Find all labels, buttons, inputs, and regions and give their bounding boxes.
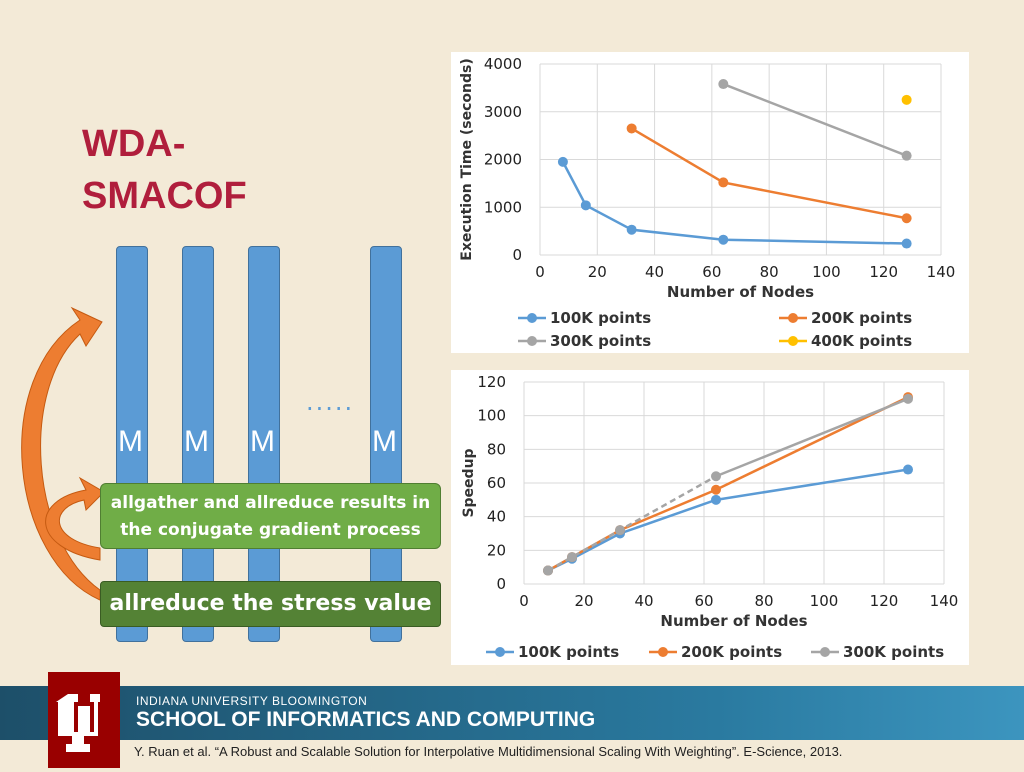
x-tick-label: 60 (694, 592, 713, 610)
x-tick-label: 100 (810, 592, 839, 610)
x-tick-label: 40 (634, 592, 653, 610)
speedup-chart: 0 20 40 60 80 100 120 140 0 20 40 60 80 100 120 Number … (451, 370, 969, 665)
data-point (718, 79, 729, 90)
data-point (615, 525, 625, 536)
x-axis-title: Number of Nodes (667, 283, 814, 301)
allgather-line-1: allgather and allreduce results in (110, 493, 431, 513)
y-axis-title: Speedup (461, 448, 477, 517)
mapper-label-1: M (118, 425, 143, 458)
y-tick-label: 0 (512, 246, 522, 264)
legend-marker (527, 313, 537, 323)
data-point (901, 150, 912, 161)
mapper-label-3: M (250, 425, 275, 458)
data-point (901, 94, 912, 105)
mapper-label-4: M (372, 425, 397, 458)
allgather-box: allgather and allreduce results in the c… (100, 483, 441, 549)
mapper-bar-4 (370, 246, 402, 642)
data-point (567, 552, 577, 563)
data-point (718, 234, 729, 245)
y-tick-label: 1000 (484, 198, 522, 216)
x-tick-label: 120 (870, 592, 899, 610)
data-point (711, 494, 721, 505)
footer-bar (0, 686, 1024, 740)
x-tick-label: 40 (645, 263, 664, 281)
execution-time-svg: 0 20 40 60 80 100 120 140 0 1000 2000 3000 4000 Numbe… (459, 55, 956, 350)
x-tick-label: 140 (930, 592, 959, 610)
mapper-bar-3 (248, 246, 280, 642)
legend-marker (788, 336, 798, 346)
legend-label: 400K points (811, 332, 912, 350)
x-tick-label: 20 (588, 263, 607, 281)
title-line-2: SMACOF (82, 175, 247, 217)
series-line (547, 475, 717, 572)
legend-marker (788, 313, 798, 323)
execution-time-chart: 0 20 40 60 80 100 120 140 0 1000 2000 3000 4000 Numbe… (451, 52, 969, 353)
data-point (711, 471, 721, 482)
legend-label: 200K points (681, 643, 782, 661)
school-name: SCHOOL OF INFORMATICS AND COMPUTING (136, 708, 596, 731)
legend-marker (495, 647, 505, 657)
series-line (547, 396, 909, 572)
y-tick-label: 20 (487, 541, 506, 559)
legend-label: 300K points (843, 643, 944, 661)
data-point (903, 393, 913, 404)
legend-marker (820, 647, 830, 657)
iu-logo (48, 672, 120, 768)
data-point (557, 156, 568, 167)
y-tick-label: 60 (487, 474, 506, 492)
title-line-1: WDA- (82, 123, 186, 165)
x-tick-label: 140 (927, 263, 956, 281)
mapper-bar-1 (116, 246, 148, 642)
y-tick-label: 40 (487, 508, 506, 526)
small-curved-arrow (45, 476, 105, 561)
x-axis-title: Number of Nodes (660, 612, 807, 630)
x-tick-label: 20 (574, 592, 593, 610)
mapper-label-2: M (184, 425, 209, 458)
ellipsis-dots: ..... (306, 388, 355, 416)
data-point (903, 464, 913, 475)
x-tick-label: 60 (702, 263, 721, 281)
legend-marker (527, 336, 537, 346)
x-tick-label: 80 (760, 263, 779, 281)
data-point (901, 238, 912, 249)
allgather-line-2: the conjugate gradient process (120, 520, 421, 540)
university-name: INDIANA UNIVERSITY BLOOMINGTON (136, 694, 368, 708)
citation: Y. Ruan et al. “A Robust and Scalable So… (134, 744, 843, 759)
legend-label: 300K points (550, 332, 651, 350)
data-point (626, 224, 637, 235)
speedup-svg: 0 20 40 60 80 100 120 140 0 20 40 60 80 100 120 Number … (461, 373, 959, 661)
y-tick-label: 4000 (484, 55, 522, 73)
legend-label: 200K points (811, 309, 912, 327)
y-tick-label: 0 (496, 575, 506, 593)
y-axis-title: Execution Time (seconds) (459, 58, 475, 260)
x-tick-label: 0 (535, 263, 545, 281)
data-point (718, 177, 729, 188)
data-point (543, 565, 553, 576)
trident-icon (56, 694, 100, 752)
x-tick-label: 80 (754, 592, 773, 610)
y-tick-label: 120 (477, 373, 506, 391)
y-tick-label: 80 (487, 440, 506, 458)
x-tick-label: 0 (519, 592, 529, 610)
series-line (722, 82, 908, 157)
y-tick-label: 2000 (484, 151, 522, 169)
series-line (561, 161, 907, 245)
mapper-bar-2 (182, 246, 214, 642)
legend-marker (658, 647, 668, 657)
legend-label: 100K points (518, 643, 619, 661)
x-tick-label: 100 (812, 263, 841, 281)
legend-label: 100K points (550, 309, 651, 327)
data-point (580, 200, 591, 211)
y-tick-label: 3000 (484, 103, 522, 121)
x-tick-label: 120 (869, 263, 898, 281)
allreduce-box: allreduce the stress value (100, 581, 441, 627)
data-point (711, 484, 721, 495)
data-point (901, 213, 912, 224)
series-line (715, 397, 909, 478)
data-point (626, 123, 637, 134)
y-tick-label: 100 (477, 407, 506, 425)
slide-title: WDA- SMACOF (82, 118, 247, 222)
